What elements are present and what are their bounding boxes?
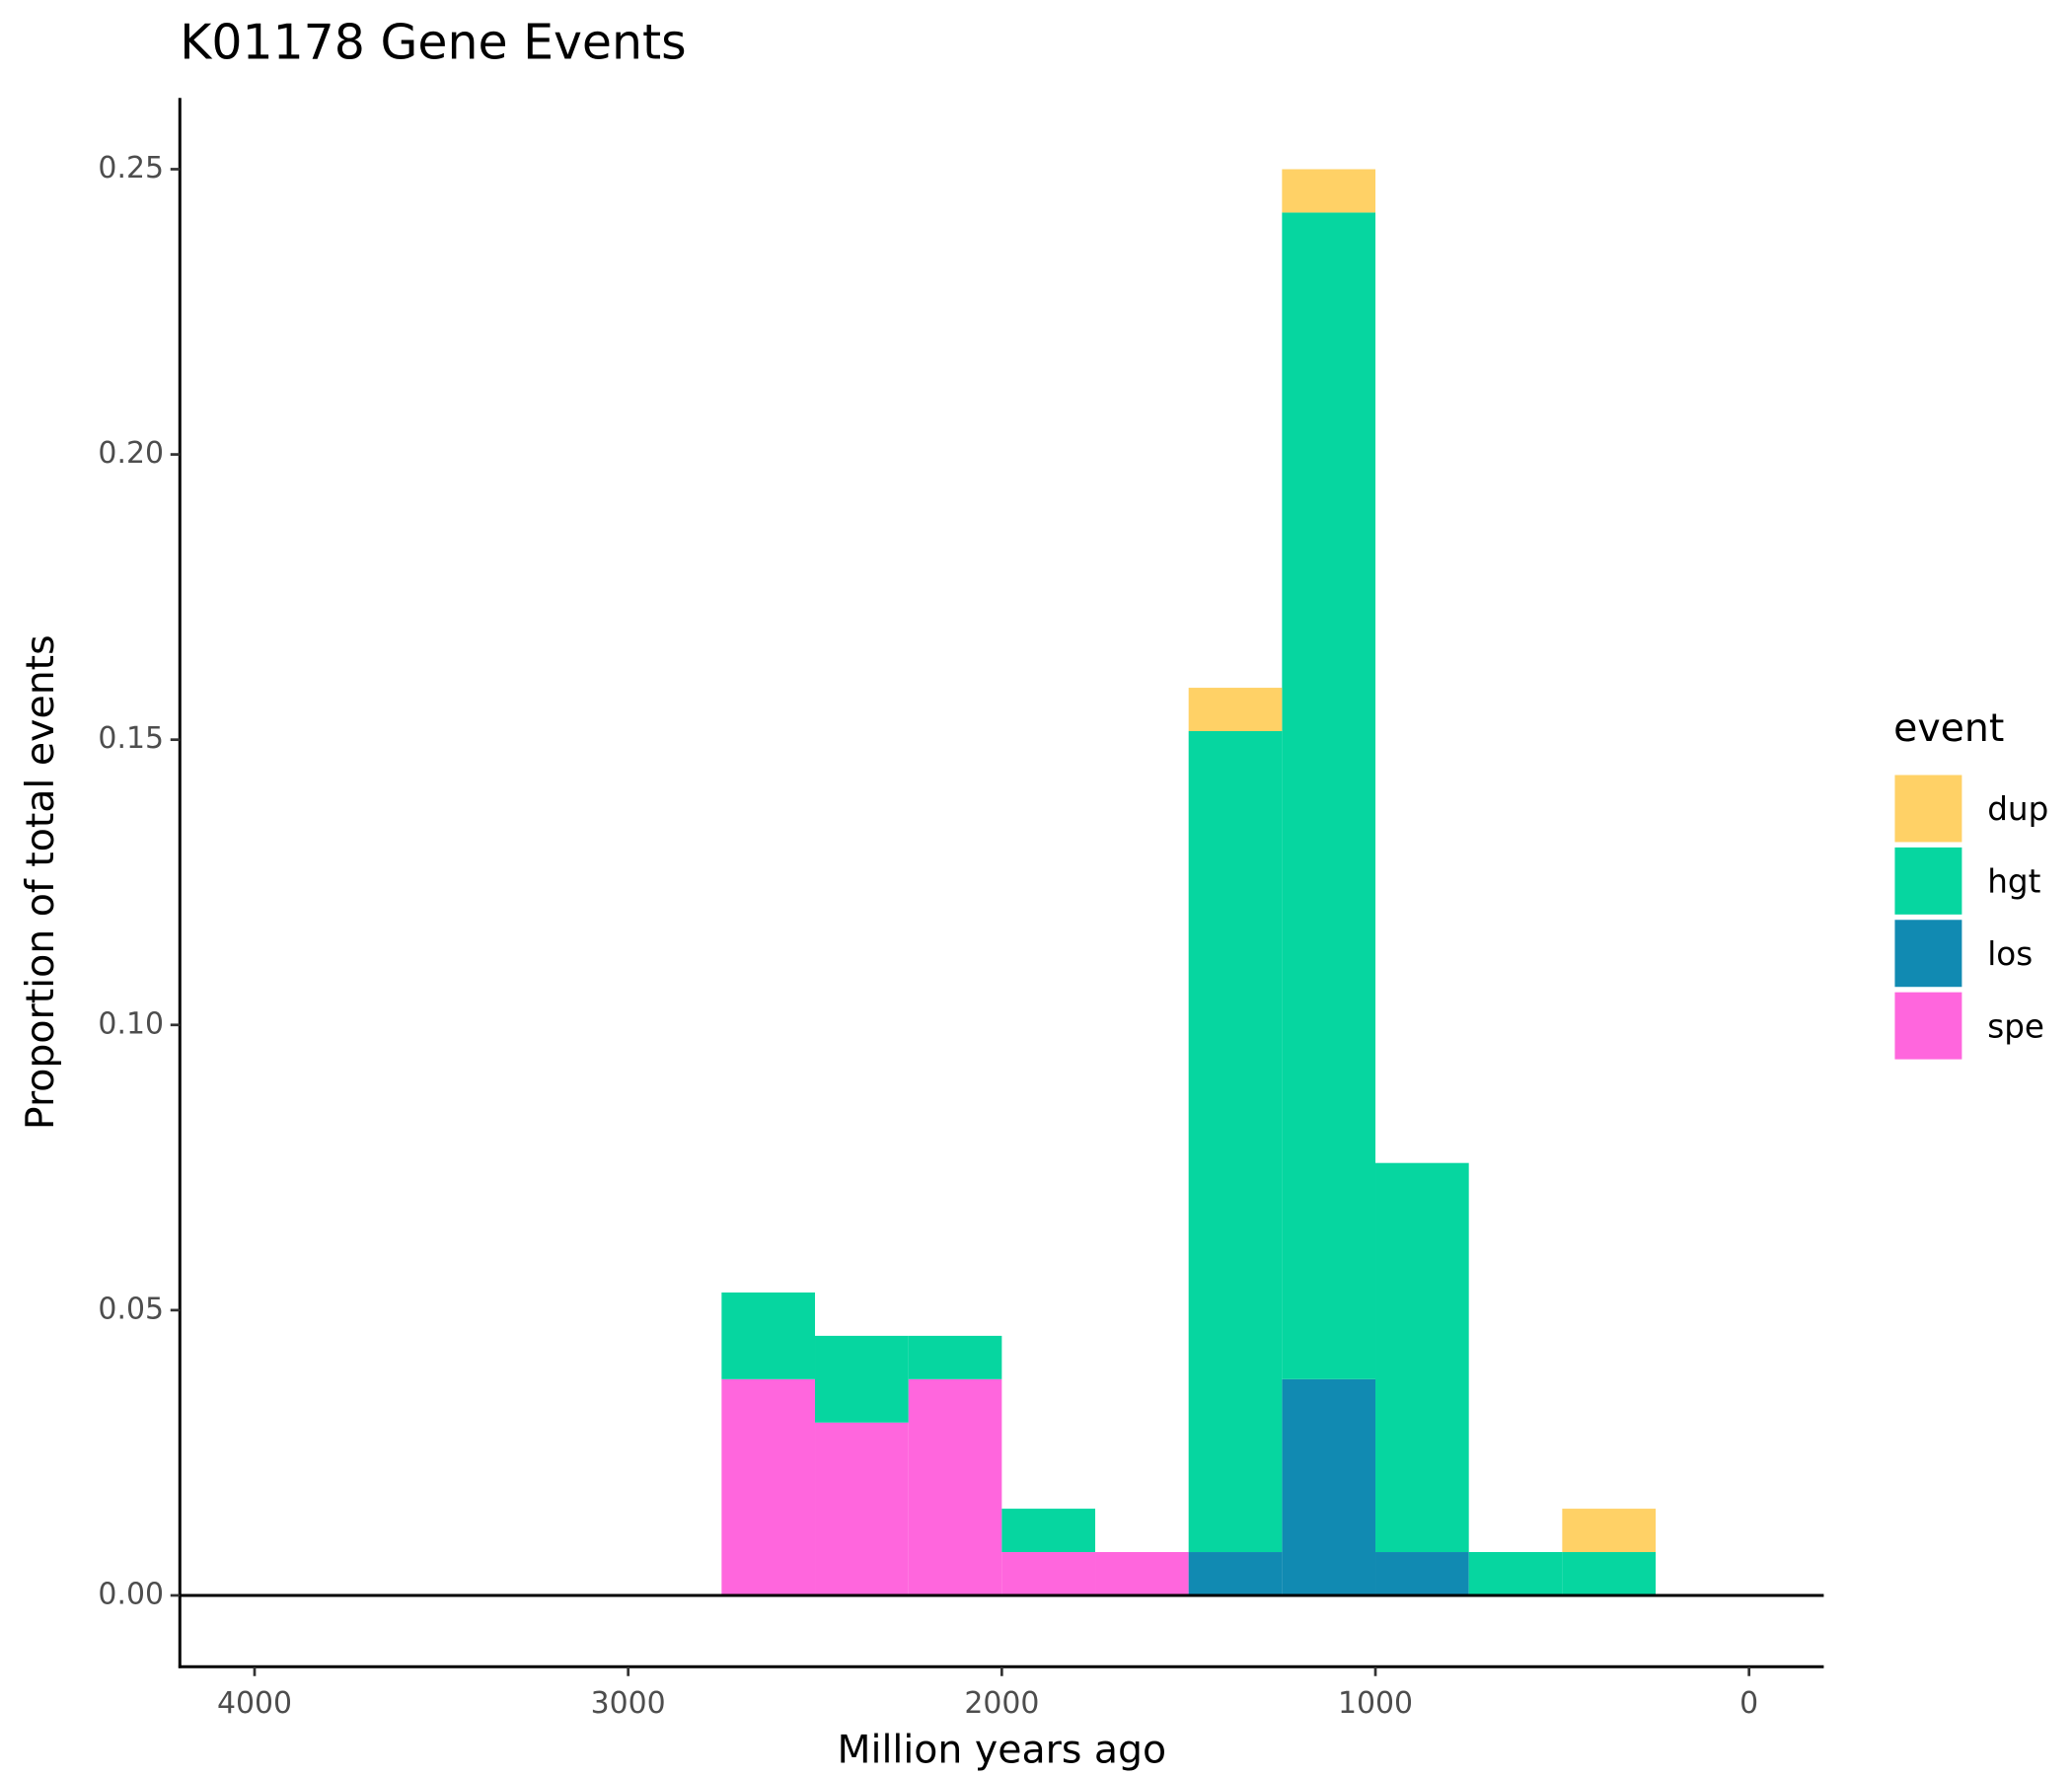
bar bbox=[815, 1422, 909, 1595]
legend-key bbox=[1894, 847, 1962, 915]
bar bbox=[1375, 1162, 1469, 1553]
x-tick-label: 2000 bbox=[964, 1686, 1039, 1721]
x-tick-label: 3000 bbox=[591, 1686, 666, 1721]
bar bbox=[721, 1378, 816, 1595]
y-tick-label: 0.20 bbox=[98, 436, 164, 471]
y-tick-label: 0.10 bbox=[98, 1006, 164, 1041]
legend-key bbox=[1894, 775, 1962, 843]
bar bbox=[1282, 1378, 1376, 1595]
bar bbox=[1562, 1552, 1657, 1595]
bar bbox=[1375, 1552, 1469, 1595]
legend-key bbox=[1894, 992, 1962, 1060]
bar bbox=[1468, 1552, 1563, 1595]
bar bbox=[721, 1292, 816, 1379]
bar bbox=[908, 1378, 1002, 1595]
bar bbox=[1188, 688, 1283, 732]
y-tick-label: 0.15 bbox=[98, 721, 164, 756]
bar bbox=[908, 1335, 1002, 1379]
y-axis-label: Proportion of total events bbox=[18, 634, 63, 1130]
x-tick-label: 1000 bbox=[1338, 1686, 1413, 1721]
bar bbox=[1188, 731, 1283, 1553]
legend-label: los bbox=[1987, 935, 2033, 973]
bar bbox=[1095, 1552, 1189, 1595]
legend-label: hgt bbox=[1987, 863, 2040, 901]
y-tick-label: 0.25 bbox=[98, 151, 164, 185]
bar bbox=[1001, 1509, 1096, 1553]
y-tick-label: 0.00 bbox=[98, 1577, 164, 1611]
bar bbox=[1188, 1552, 1283, 1595]
x-tick-label: 4000 bbox=[217, 1686, 292, 1721]
bar bbox=[815, 1335, 909, 1423]
bar bbox=[1282, 212, 1376, 1379]
bar bbox=[1562, 1509, 1657, 1553]
legend-label: spe bbox=[1987, 1007, 2044, 1045]
bar bbox=[1282, 169, 1376, 213]
legend-title: event bbox=[1893, 705, 2004, 751]
y-tick-label: 0.05 bbox=[98, 1292, 164, 1326]
bar bbox=[1001, 1552, 1096, 1595]
chart-title: K01178 Gene Events bbox=[180, 15, 686, 71]
x-tick-label: 0 bbox=[1739, 1686, 1758, 1721]
legend-key bbox=[1894, 920, 1962, 988]
x-axis-label: Million years ago bbox=[838, 1728, 1167, 1773]
legend-label: dup bbox=[1987, 790, 2048, 828]
